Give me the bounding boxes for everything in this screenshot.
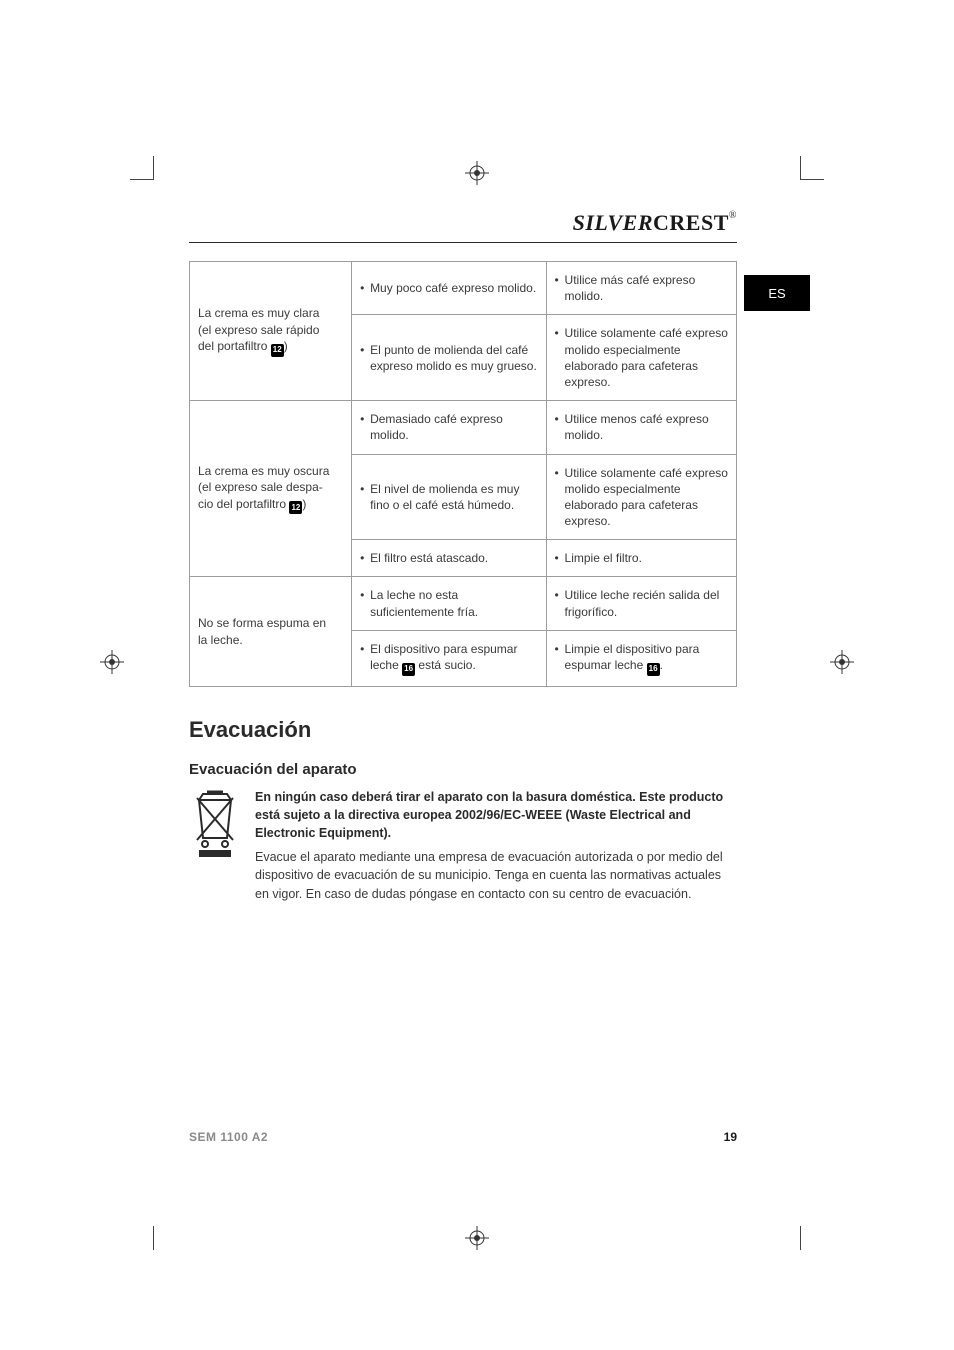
crop-mark bbox=[800, 1226, 824, 1250]
text: El dispositivo para espumar leche 16 est… bbox=[370, 641, 537, 676]
problem-cell: La crema es muy clara (el expreso sale r… bbox=[190, 262, 352, 401]
model-number: SEM 1100 A2 bbox=[189, 1130, 268, 1144]
text: No se forma espuma en bbox=[198, 616, 326, 630]
brand-r: ® bbox=[729, 210, 737, 221]
problem-cell: La crema es muy oscura (el expreso sale … bbox=[190, 401, 352, 577]
text: Utilice más café expreso molido. bbox=[565, 272, 728, 304]
subsection-title: Evacuación del aparato bbox=[189, 761, 737, 778]
cause-cell: •La leche no esta suficientemente fría. bbox=[352, 577, 546, 630]
solution-cell: •Utilice más café expreso molido. bbox=[546, 262, 736, 315]
text: Demasiado café expreso molido. bbox=[370, 411, 537, 443]
section-title: Evacuación bbox=[189, 717, 737, 743]
ref-number-icon: 16 bbox=[647, 663, 660, 676]
text: ) bbox=[302, 497, 306, 511]
text: (el expreso sale rápido bbox=[198, 323, 319, 337]
text: La crema es muy clara bbox=[198, 306, 319, 320]
cause-cell: •Demasiado café expreso molido. bbox=[352, 401, 546, 454]
solution-cell: •Utilice menos café expreso molido. bbox=[546, 401, 736, 454]
divider bbox=[189, 242, 737, 243]
page-content: SILVERCREST® La crema es muy clara (el e… bbox=[189, 210, 737, 903]
cause-cell: •El filtro está atascado. bbox=[352, 540, 546, 577]
text: Limpie el dispositivo para espumar leche… bbox=[565, 641, 728, 676]
language-tab: ES bbox=[744, 275, 810, 311]
disposal-block: En ningún caso deberá tirar el aparato c… bbox=[189, 788, 737, 903]
text: Limpie el filtro. bbox=[565, 550, 728, 566]
text: Muy poco café expreso molido. bbox=[370, 280, 537, 296]
brand-silver: SILVER bbox=[573, 210, 653, 235]
troubleshooting-table: La crema es muy clara (el expreso sale r… bbox=[189, 261, 737, 687]
ref-number-icon: 12 bbox=[271, 344, 284, 357]
ref-number-icon: 16 bbox=[402, 663, 415, 676]
registration-mark-icon bbox=[465, 1226, 489, 1255]
solution-cell: •Utilice solamente café expreso molido e… bbox=[546, 454, 736, 540]
solution-cell: •Utilice leche recién salida del frigorí… bbox=[546, 577, 736, 630]
text: Utilice solamente café expreso molido es… bbox=[565, 465, 728, 530]
cause-cell: •El punto de molienda del café expreso m… bbox=[352, 315, 546, 401]
solution-cell: •Utilice solamente café expreso molido e… bbox=[546, 315, 736, 401]
cause-cell: •Muy poco café expreso molido. bbox=[352, 262, 546, 315]
text: la leche. bbox=[198, 633, 243, 647]
weee-bin-icon bbox=[189, 788, 241, 903]
text: cio del portafiltro bbox=[198, 497, 289, 511]
brand-crest: CREST bbox=[653, 210, 729, 235]
registration-mark-icon bbox=[830, 650, 854, 679]
solution-cell: •Limpie el filtro. bbox=[546, 540, 736, 577]
text: del portafiltro bbox=[198, 339, 271, 353]
text: El filtro está atascado. bbox=[370, 550, 537, 566]
registration-mark-icon bbox=[100, 650, 124, 679]
text: El punto de molienda del café expreso mo… bbox=[370, 342, 537, 374]
cause-cell: •El dispositivo para espumar leche 16 es… bbox=[352, 630, 546, 686]
crop-mark bbox=[130, 156, 154, 180]
disposal-bold: En ningún caso deberá tirar el aparato c… bbox=[255, 788, 737, 842]
cause-cell: •El nivel de molienda es muy fino o el c… bbox=[352, 454, 546, 540]
disposal-regular: Evacue el aparato mediante una empresa d… bbox=[255, 850, 723, 900]
text: Utilice menos café expreso molido. bbox=[565, 411, 728, 443]
text: Utilice solamente café expreso molido es… bbox=[565, 325, 728, 390]
text: ) bbox=[284, 339, 288, 353]
page-footer: SEM 1100 A2 19 bbox=[189, 1130, 737, 1144]
text: (el expreso sale despa- bbox=[198, 480, 323, 494]
text: La crema es muy oscura bbox=[198, 464, 329, 478]
crop-mark bbox=[130, 1226, 154, 1250]
text: El nivel de molienda es muy fino o el ca… bbox=[370, 481, 537, 513]
crop-mark bbox=[800, 156, 824, 180]
page-number: 19 bbox=[724, 1130, 737, 1144]
text: Utilice leche recién salida del frigoríf… bbox=[565, 587, 728, 619]
problem-cell: No se forma espuma en la leche. bbox=[190, 577, 352, 686]
registration-mark-icon bbox=[465, 161, 489, 190]
text: La leche no esta suficientemente fría. bbox=[370, 587, 537, 619]
ref-number-icon: 12 bbox=[289, 501, 302, 514]
solution-cell: •Limpie el dispositivo para espumar lech… bbox=[546, 630, 736, 686]
brand-logo: SILVERCREST® bbox=[573, 210, 737, 236]
